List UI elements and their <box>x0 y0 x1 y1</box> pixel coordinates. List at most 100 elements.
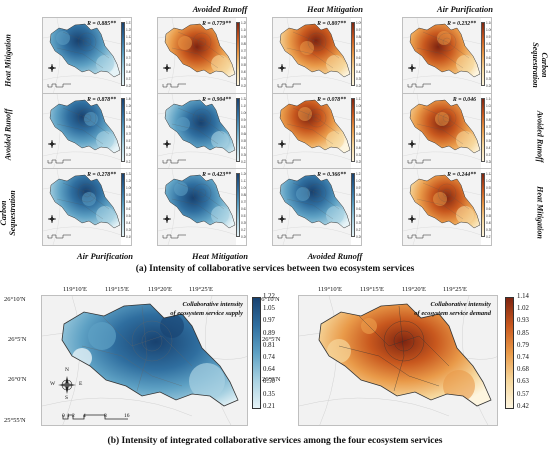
panel-colorbar-tick: 0.55 <box>486 214 492 218</box>
colorbar-tick-label: 0.68 <box>517 366 529 374</box>
scale-num-4: 4 <box>83 413 86 419</box>
correlation-map-panel: R = 0.878** 1.40 1.26 1.12 0.98 0.84 0.70 0.57 0… <box>42 93 132 171</box>
correlation-r-value: R = 0.232** <box>447 21 476 27</box>
scale-num-2: 2 <box>72 413 75 419</box>
lat-label-right-3: 26°0′N <box>262 376 281 383</box>
panel-colorbar-tick: 0.40 <box>356 146 362 150</box>
demand-map-graphic <box>299 296 497 425</box>
correlation-r-value: R = 0.779** <box>202 21 231 27</box>
correlation-map-panel: R = 0.078** 1.13 1.00 0.90 0.80 0.70 0.60 0.50 0… <box>272 93 362 171</box>
panel-colorbar-tick: 0.39 <box>356 221 362 225</box>
demand-map: Collaborative intensity of ecosystem ser… <box>298 295 498 426</box>
panel-colorbar-tick: 0.95 <box>241 35 247 39</box>
colorbar-tick-label: 0.81 <box>263 341 275 349</box>
panel-colorbar-tick: 0.97 <box>356 186 362 190</box>
panel-colorbar-tick: 0.70 <box>356 49 362 53</box>
panel-colorbar-tick: 0.50 <box>356 214 362 218</box>
scale-num-0: 0 <box>62 413 65 419</box>
panel-colorbar-tick: 1.26 <box>241 172 247 176</box>
colorbar-tick-label: 0.64 <box>263 366 275 374</box>
correlation-r-value: R = 0.423** <box>202 172 231 178</box>
panel-colorbar-tick: 0.75 <box>486 125 492 129</box>
caption-a: (a) Intensity of collaborative services … <box>135 264 415 274</box>
panel-colorbar-tick: 0.75 <box>241 49 247 53</box>
panel-colorbar-tick: 0.23 <box>241 160 247 164</box>
colorbar-tick-label: 0.63 <box>517 378 529 386</box>
colorbar-tick-label: 0.79 <box>517 341 529 349</box>
lon-label-left-3: 119°20′E <box>148 286 173 293</box>
panel-colorbar-tick: 0.19 <box>126 235 132 239</box>
panel-colorbar-tick: 0.27 <box>241 228 247 232</box>
panel-colorbar <box>121 173 125 237</box>
lon-label-right-2: 119°15′E <box>360 286 385 293</box>
panel-colorbar-tick: 0.61 <box>126 63 132 67</box>
lon-label-left-4: 119°25′E <box>189 286 214 293</box>
panel-colorbar-tick: 0.44 <box>486 70 492 74</box>
panel-colorbar-tick: 0.27 <box>356 228 362 232</box>
panel-map-graphic <box>273 169 351 245</box>
left-row-label-1: Heat Mitigation <box>3 34 13 87</box>
panel-map-graphic <box>43 94 121 170</box>
panel-colorbar-tick: 0.93 <box>126 193 132 197</box>
panel-colorbar-tick: 0.83 <box>486 193 492 197</box>
supply-title: Collaborative intensity of ecosystem ser… <box>170 300 243 318</box>
panel-colorbar-tick: 0.54 <box>126 214 132 218</box>
correlation-r-value: R = 0.046 <box>452 97 476 103</box>
panel-colorbar-tick: 0.99 <box>126 42 132 46</box>
colorbar-tick-label: 0.21 <box>263 402 275 410</box>
panel-map-graphic <box>43 169 121 245</box>
panel-colorbar-tick: 0.56 <box>486 139 492 143</box>
lon-label-right-4: 119°25′E <box>443 286 468 293</box>
panel-colorbar-tick: 1.12 <box>126 35 132 39</box>
lon-label-left-1: 119°10′E <box>63 286 88 293</box>
panel-colorbar-tick: 0.50 <box>356 139 362 143</box>
column-header-1: Avoided Runoff <box>192 4 248 14</box>
colorbar-tick-label: 1.05 <box>263 305 275 313</box>
bottom-col-label-1: Air Purification <box>77 251 133 261</box>
panel-colorbar-tick: 0.68 <box>241 132 247 136</box>
panel-colorbar-tick: 1.26 <box>126 104 132 108</box>
panel-colorbar-tick: 0.91 <box>486 35 492 39</box>
scale-num-16: 16 <box>124 413 130 419</box>
right-row-label-1: Carbon Sequestration <box>531 42 549 88</box>
panel-colorbar-tick: 0.35 <box>486 228 492 232</box>
colorbar-tick-label: 0.50 <box>263 378 275 386</box>
panel-colorbar-tick: 0.66 <box>486 132 492 136</box>
panel-colorbar-tick: 1.03 <box>486 104 492 108</box>
panel-colorbar-tick: 1.10 <box>486 21 492 25</box>
panel-colorbar-tick: 0.74 <box>356 200 362 204</box>
panel-map-graphic <box>43 18 121 94</box>
panel-map-graphic <box>273 94 351 170</box>
panel-colorbar-tick: 0.29 <box>126 153 132 157</box>
correlation-map-panel: R = 0.278** 1.33 1.20 1.06 0.93 0.80 0.67 0.54 0… <box>42 168 132 246</box>
panel-colorbar <box>481 22 485 86</box>
panel-colorbar-tick: 1.12 <box>126 111 132 115</box>
panel-colorbar-tick: 0.41 <box>126 221 132 225</box>
panel-map-graphic <box>158 18 236 94</box>
panel-map-graphic <box>158 169 236 245</box>
correlation-map-panel: R = 0.244** 1.12 1.02 0.93 0.83 0.74 0.64 0.55 0… <box>402 168 492 246</box>
panel-colorbar-tick: 1.06 <box>241 111 247 115</box>
correlation-map-panel: R = 0.366** 1.21 1.09 0.97 0.86 0.74 0.62 0.50 0… <box>272 168 362 246</box>
panel-colorbar-tick: 0.80 <box>126 200 132 204</box>
correlation-map-panel: R = 0.779** 1.25 1.10 0.95 0.85 0.75 0.65 0.55 0… <box>157 17 247 95</box>
panel-colorbar-tick: 0.21 <box>126 160 132 164</box>
bottom-col-label-2: Heat Mitigation <box>192 251 248 261</box>
correlation-r-value: R = 0.244** <box>447 172 476 178</box>
column-header-2: Heat Mitigation <box>307 4 363 14</box>
panel-colorbar-tick: 1.09 <box>356 21 362 25</box>
lat-label-right-2: 26°5′N <box>262 336 281 343</box>
panel-map-graphic <box>273 18 351 94</box>
panel-colorbar-tick: 0.28 <box>126 228 132 232</box>
panel-colorbar-tick: 0.26 <box>356 84 362 88</box>
scale-num-1: 1 <box>67 413 70 419</box>
panel-colorbar-tick: 0.25 <box>241 84 247 88</box>
panel-colorbar <box>351 98 355 162</box>
panel-colorbar-tick: 0.45 <box>486 221 492 225</box>
panel-colorbar-tick: 1.32 <box>241 97 247 101</box>
correlation-r-value: R = 0.904** <box>202 97 231 103</box>
panel-colorbar-tick: 0.43 <box>241 146 247 150</box>
compass-s: S <box>65 395 69 401</box>
panel-colorbar-tick: 0.20 <box>356 235 362 239</box>
panel-colorbar-tick: 0.47 <box>486 146 492 150</box>
